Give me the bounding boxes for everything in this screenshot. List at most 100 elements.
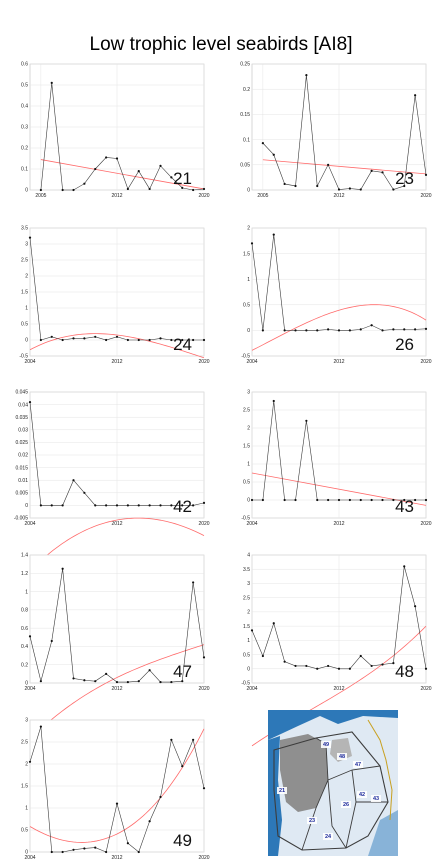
- map-region-label: 42: [359, 792, 365, 798]
- y-tick-label: 2.5: [21, 258, 28, 264]
- data-point: [170, 176, 173, 179]
- map-region-labels: 21 23 24 26 42 43 47 48 49: [277, 741, 381, 840]
- data-point: [159, 680, 162, 684]
- data-point: [61, 188, 64, 192]
- region-label: 23: [395, 169, 414, 188]
- y-tick-label: 0.6: [21, 62, 28, 68]
- map-sea-southeast: [368, 810, 398, 856]
- region-map: 21 23 24 26 42 43 47 48 49: [268, 710, 398, 856]
- y-tick-label: 0.5: [21, 322, 28, 328]
- data-point: [72, 188, 75, 192]
- data-point: [202, 501, 206, 504]
- data-line: [262, 75, 427, 190]
- y-tick-label: 0.2: [243, 87, 250, 93]
- y-tick-label: 0.005: [15, 491, 28, 497]
- data-point: [424, 667, 428, 670]
- data-point: [148, 669, 151, 672]
- data-point: [392, 661, 395, 665]
- x-tick-label: 2020: [420, 193, 431, 199]
- data-point: [305, 664, 308, 668]
- data-point: [148, 820, 151, 823]
- data-point: [414, 605, 417, 608]
- data-point: [261, 329, 264, 332]
- data-point: [403, 328, 406, 331]
- data-point: [126, 187, 129, 191]
- region-label: 21: [173, 169, 192, 188]
- data-point: [170, 504, 173, 507]
- data-point: [61, 567, 64, 570]
- data-point: [392, 328, 395, 331]
- x-tick-label: 2020: [198, 521, 209, 527]
- data-point: [359, 328, 362, 331]
- y-tick-label: 0.2: [21, 146, 28, 152]
- data-point: [61, 504, 64, 507]
- data-point: [181, 338, 184, 342]
- y-tick-label: 0.045: [15, 390, 28, 396]
- y-tick-label: 4: [247, 553, 250, 559]
- data-point: [348, 329, 351, 332]
- data-point: [261, 654, 264, 658]
- map-land-svalbard: [280, 734, 328, 812]
- y-tick-label: 0: [247, 498, 250, 504]
- y-tick-label: 2.5: [243, 595, 250, 601]
- data-point: [261, 498, 264, 502]
- data-point: [250, 629, 254, 632]
- y-tick-label: 0.25: [240, 62, 250, 68]
- data-point: [283, 182, 286, 186]
- data-point: [181, 186, 184, 189]
- y-tick-label: 2.5: [243, 408, 250, 414]
- data-point: [50, 504, 53, 507]
- data-point: [148, 187, 151, 191]
- y-tick-label: 0.1: [243, 137, 250, 143]
- data-point: [337, 188, 341, 191]
- data-point: [115, 504, 119, 507]
- map-region-label: 24: [325, 834, 332, 840]
- y-tick-label: 3: [25, 718, 28, 724]
- data-point: [39, 725, 42, 728]
- y-tick-label: 0.015: [15, 465, 28, 471]
- region-label: 48: [395, 662, 414, 681]
- map-region-label: 23: [309, 818, 315, 824]
- data-point: [414, 328, 417, 331]
- data-point: [294, 498, 297, 502]
- map-label-bg: [307, 817, 317, 824]
- y-tick-label: 0: [247, 328, 250, 334]
- y-tick-label: 0.15: [240, 112, 250, 118]
- data-point: [28, 400, 32, 404]
- data-point: [403, 565, 406, 568]
- data-point: [50, 850, 53, 854]
- data-point: [370, 324, 373, 327]
- data-point: [61, 850, 64, 854]
- x-tick-label: 2004: [24, 855, 35, 861]
- data-point: [337, 498, 341, 502]
- data-point: [305, 419, 308, 422]
- x-tick-label: 2004: [246, 686, 257, 692]
- x-tick-label: 2004: [246, 521, 257, 527]
- chart-panel-48: -0.5 0 0.5 1 1.5 2 2.5 3 3.5 4 2004 2012 2020 48: [230, 553, 432, 747]
- data-point: [159, 795, 162, 799]
- y-tick-label: 1.4: [21, 553, 28, 559]
- data-point: [327, 328, 330, 331]
- data-point: [316, 498, 319, 502]
- data-point: [181, 504, 184, 507]
- x-tick-label: 2020: [420, 359, 431, 365]
- x-tick-label: 2020: [198, 686, 209, 692]
- y-tick-label: 1.5: [243, 444, 250, 450]
- data-point: [170, 680, 173, 684]
- x-tick-label: 2020: [198, 193, 209, 199]
- data-point: [283, 498, 286, 502]
- data-point: [348, 187, 351, 190]
- x-tick-label: 2012: [333, 359, 344, 365]
- map-region-dividers: [301, 737, 388, 851]
- data-point: [148, 338, 151, 342]
- y-tick-label: 0.5: [243, 652, 250, 658]
- x-tick-label: 2004: [24, 359, 35, 365]
- y-tick-label: 2: [247, 426, 250, 432]
- data-point: [105, 504, 108, 507]
- data-point: [202, 787, 206, 790]
- x-tick-label: 2012: [111, 359, 122, 365]
- data-point: [83, 491, 86, 494]
- map-label-bg: [357, 791, 367, 798]
- chart-svg-42: -0.005 0 0.005 0.01 0.015 0.02 0.025 0.03 0.035 0…: [14, 390, 210, 572]
- data-point: [261, 142, 264, 145]
